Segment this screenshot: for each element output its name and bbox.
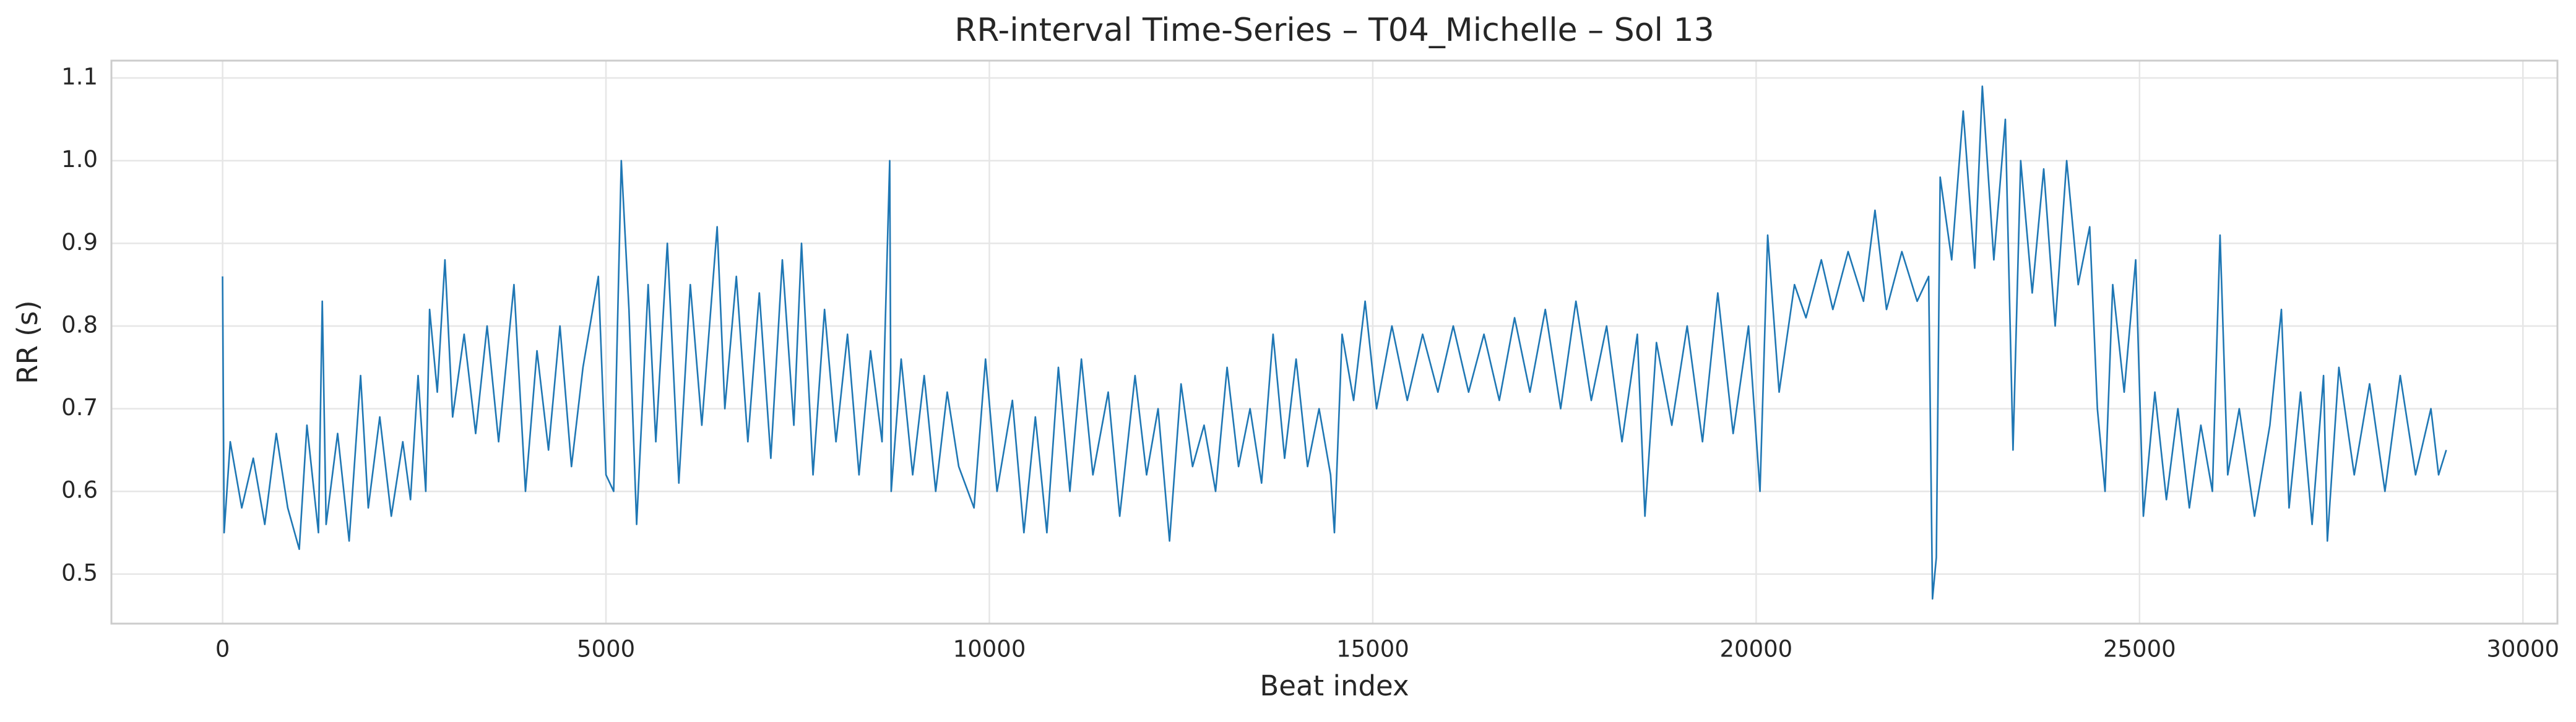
y-tick-label: 0.7 (61, 394, 98, 421)
y-axis-label: RR (s) (11, 300, 44, 384)
rr-line (222, 85, 2447, 600)
plot-frame (110, 59, 2559, 625)
y-tick-label: 1.0 (61, 146, 98, 173)
y-tick-label: 0.6 (61, 477, 98, 504)
x-tick-label: 25000 (2103, 636, 2176, 663)
x-axis-label: Beat index (1260, 669, 1409, 702)
x-tick-label: 30000 (2486, 636, 2559, 663)
x-tick-label: 20000 (1720, 636, 1793, 663)
chart-title: RR-interval Time-Series – T04_Michelle –… (954, 12, 1714, 49)
x-tick-label: 5000 (577, 636, 635, 663)
y-tick-label: 1.1 (61, 64, 98, 90)
y-tick-label: 0.9 (61, 229, 98, 256)
y-tick-label: 0.8 (61, 311, 98, 338)
x-tick-label: 15000 (1336, 636, 1409, 663)
x-tick-label: 10000 (953, 636, 1026, 663)
x-tick-label: 0 (215, 636, 230, 663)
y-tick-label: 0.5 (61, 559, 98, 586)
